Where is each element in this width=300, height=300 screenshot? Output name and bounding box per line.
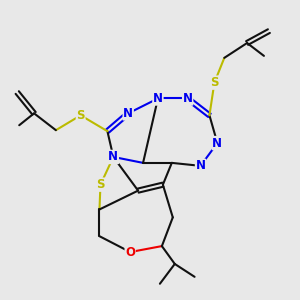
Text: S: S [210, 76, 219, 89]
Text: N: N [153, 92, 163, 105]
Text: S: S [76, 109, 85, 122]
Text: N: N [123, 107, 133, 120]
Text: S: S [96, 178, 105, 191]
Text: N: N [212, 136, 222, 150]
Text: O: O [125, 245, 135, 259]
Text: N: N [196, 159, 206, 172]
Text: N: N [183, 92, 193, 105]
Text: N: N [108, 150, 118, 164]
